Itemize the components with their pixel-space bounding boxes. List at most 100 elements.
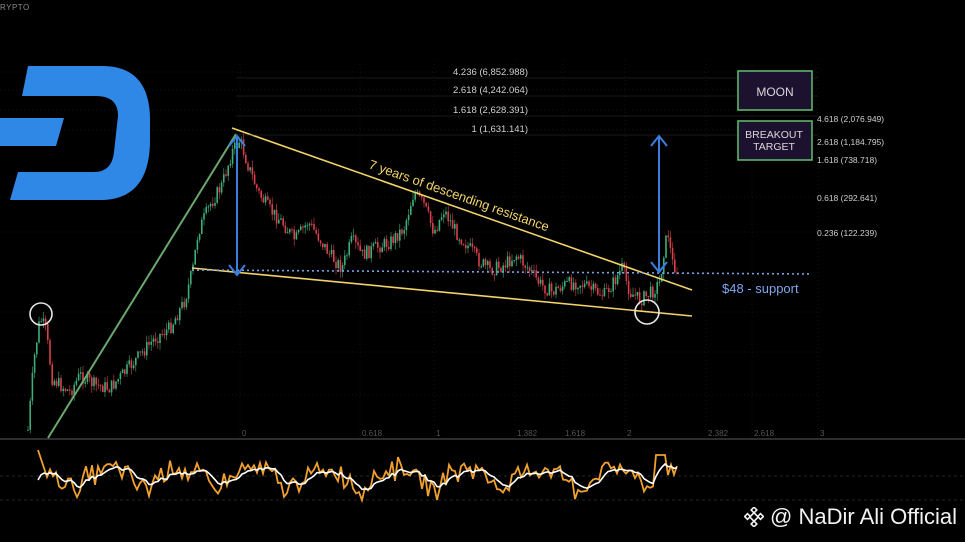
candle-body xyxy=(458,239,460,241)
candle-body xyxy=(77,373,80,381)
candle-body xyxy=(502,265,504,272)
candle-body xyxy=(115,381,117,389)
candle-body xyxy=(506,256,509,268)
candle-body xyxy=(526,267,529,269)
candle-body xyxy=(410,206,412,215)
candle-body xyxy=(392,236,394,243)
candle-body xyxy=(80,372,82,374)
candle-body xyxy=(121,369,124,374)
candle-body xyxy=(555,286,557,295)
candle-body xyxy=(86,373,89,382)
candle-body xyxy=(220,182,223,193)
highlight-circle-left xyxy=(29,302,53,326)
candle-body xyxy=(194,249,196,265)
candle-body xyxy=(421,195,423,198)
candle-body xyxy=(517,256,520,259)
candle-body xyxy=(187,284,190,300)
dash-logo-d-shape xyxy=(10,66,150,200)
arrow-head-down xyxy=(650,261,668,274)
candle-body xyxy=(163,333,166,336)
candle-body xyxy=(570,277,573,290)
candle-body xyxy=(141,351,144,353)
candle-body xyxy=(313,223,315,230)
candle-body xyxy=(641,303,643,306)
descending-resistance-line xyxy=(231,127,693,291)
candle-body xyxy=(350,235,353,243)
candle-body xyxy=(293,229,295,240)
candle-body xyxy=(71,390,73,395)
candle-body xyxy=(429,211,432,223)
candle-body xyxy=(667,235,669,238)
candle-body xyxy=(625,267,628,281)
candle-body xyxy=(627,280,630,294)
candle-body xyxy=(577,287,579,290)
candle-body xyxy=(366,245,368,259)
candle-body xyxy=(223,174,225,183)
candle-body xyxy=(581,285,584,288)
candle-body xyxy=(630,293,632,297)
candle-body xyxy=(64,388,67,391)
candle-body xyxy=(379,247,381,253)
candle-body xyxy=(128,360,130,365)
candle-body xyxy=(91,377,93,387)
fib-level-label-right: 2.618 (1,184.795) xyxy=(817,137,884,147)
candle-body xyxy=(385,239,388,247)
candle-body xyxy=(348,242,350,256)
candle-body xyxy=(295,232,298,240)
candle-body xyxy=(311,223,313,225)
candle-body xyxy=(539,279,542,284)
candle-body xyxy=(185,299,188,308)
candle-body xyxy=(82,372,84,384)
fib-level-label-top: 1.618 (2,628.391) xyxy=(453,105,528,116)
candle-body xyxy=(218,187,221,193)
candle-body xyxy=(165,329,168,336)
candle-body xyxy=(440,217,443,220)
candle-body xyxy=(522,255,524,266)
candle-body xyxy=(249,167,251,171)
candle-body xyxy=(654,293,656,298)
breakout-arrow xyxy=(650,134,668,274)
candle-body xyxy=(93,377,95,387)
candle-body xyxy=(209,203,212,207)
candle-body xyxy=(322,243,324,248)
candle-body xyxy=(231,148,234,164)
candle-body xyxy=(498,261,500,268)
candle-body xyxy=(559,288,562,291)
candle-body xyxy=(198,234,201,240)
candle-body xyxy=(271,204,273,215)
candle-body xyxy=(528,267,531,272)
candle-body xyxy=(304,225,306,228)
candle-body xyxy=(324,244,326,248)
fib-level-label-right: 4.618 (2,076.949) xyxy=(817,114,884,124)
candle-body xyxy=(110,380,113,393)
candle-body xyxy=(196,239,199,250)
candle-body xyxy=(524,265,526,268)
candle-body xyxy=(414,193,416,200)
candle-body xyxy=(262,197,265,203)
fib-level-label-top: 4.236 (6,852.988) xyxy=(453,67,528,78)
candle-body xyxy=(548,283,551,296)
candle-body xyxy=(500,267,502,272)
candle-body xyxy=(511,260,513,267)
candle-body xyxy=(328,253,331,255)
x-fib-tick-label: 1.382 xyxy=(517,429,538,438)
x-fib-tick-label: 1 xyxy=(436,429,441,438)
candle-body xyxy=(394,233,397,243)
candle-body xyxy=(447,211,449,222)
candle-body xyxy=(592,283,595,290)
candlestick-series xyxy=(27,132,678,434)
candle-body xyxy=(590,286,592,290)
candle-body xyxy=(126,364,128,374)
candle-body xyxy=(95,377,97,385)
candle-body xyxy=(473,247,476,249)
candle-body xyxy=(278,219,280,224)
candle-body xyxy=(106,382,108,390)
candle-body xyxy=(416,191,419,194)
support-label: $48 - support xyxy=(722,281,799,296)
candle-body xyxy=(253,174,256,185)
candle-body xyxy=(658,281,661,283)
candle-body xyxy=(130,360,133,369)
oscillator-line xyxy=(37,449,678,504)
candle-body xyxy=(352,235,355,237)
candle-body xyxy=(478,252,480,267)
